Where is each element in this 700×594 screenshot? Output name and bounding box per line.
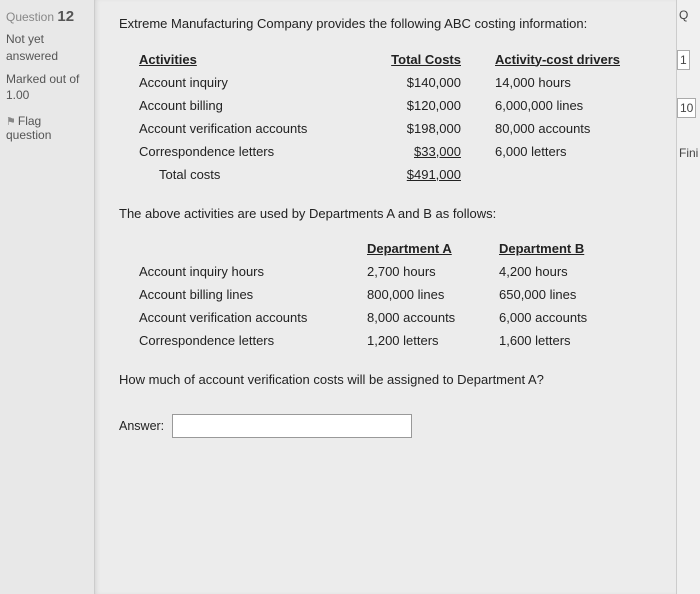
table-row: $120,000 [359, 98, 479, 113]
right-nav-sliver: Q 1 10 Fini [676, 0, 700, 594]
right-l2[interactable]: 1 [677, 50, 690, 70]
answer-label: Answer: [119, 419, 164, 433]
table-row: 4,200 hours [489, 264, 619, 279]
table-row: 6,000,000 lines [479, 98, 639, 113]
table-row: Account billing [139, 98, 359, 113]
table-row: 6,000 accounts [489, 310, 619, 325]
total-costs-value: $491,000 [359, 167, 479, 182]
dept-header-1: Department A [359, 241, 489, 256]
flag-icon: ⚑ [6, 116, 16, 128]
empty-cell [479, 167, 639, 182]
table-row: $33,000 [359, 144, 479, 159]
department-table: Department A Department B Account inquir… [119, 241, 658, 348]
flag-text-2: question [6, 128, 88, 142]
table-row: 1,200 letters [359, 333, 489, 348]
table-row: Account billing lines [139, 287, 359, 302]
question-number: Question 12 [6, 8, 88, 25]
table-row: 6,000 letters [479, 144, 639, 159]
table-row: Account inquiry hours [139, 264, 359, 279]
table-row: 2,700 hours [359, 264, 489, 279]
question-marks: Marked out of 1.00 [6, 71, 88, 105]
right-l1: Q [677, 8, 700, 22]
table-row: Account verification accounts [139, 121, 359, 136]
dept-header-0 [139, 241, 359, 256]
question-nav-panel: Question 12 Not yet answered Marked out … [0, 0, 95, 594]
status-line-2: answered [6, 48, 88, 65]
activities-table: Activities Total Costs Activity-cost dri… [119, 52, 658, 182]
flag-text: Flag [18, 114, 41, 128]
question-number-value: 12 [57, 8, 74, 25]
activities-header-1: Total Costs [359, 52, 479, 67]
right-l4[interactable]: Fini [677, 146, 700, 160]
intro-text: Extreme Manufacturing Company provides t… [119, 14, 658, 34]
total-costs-label: Total costs [139, 167, 359, 182]
activities-header-2: Activity-cost drivers [479, 52, 639, 67]
table-row: 80,000 accounts [479, 121, 639, 136]
table-row: 1,600 letters [489, 333, 619, 348]
marked-line-1: Marked out of [6, 71, 88, 88]
table-row: 800,000 lines [359, 287, 489, 302]
table-row: $140,000 [359, 75, 479, 90]
table-row: 14,000 hours [479, 75, 639, 90]
question-prompt: How much of account verification costs w… [119, 370, 658, 390]
question-label: Question [6, 10, 54, 24]
activities-header-0: Activities [139, 52, 359, 67]
flag-question-link[interactable]: ⚑Flag question [6, 114, 88, 142]
table-row: Correspondence letters [139, 333, 359, 348]
table-row: Account inquiry [139, 75, 359, 90]
status-line-1: Not yet [6, 31, 88, 48]
answer-row: Answer: [119, 414, 658, 438]
table-row: Correspondence letters [139, 144, 359, 159]
mid-text: The above activities are used by Departm… [119, 204, 658, 224]
table-row: 650,000 lines [489, 287, 619, 302]
table-row: 8,000 accounts [359, 310, 489, 325]
question-content: Extreme Manufacturing Company provides t… [95, 0, 676, 594]
table-row: $198,000 [359, 121, 479, 136]
dept-header-2: Department B [489, 241, 619, 256]
answer-input[interactable] [172, 414, 412, 438]
table-row: Account verification accounts [139, 310, 359, 325]
question-status: Not yet answered [6, 31, 88, 65]
marked-line-2: 1.00 [6, 87, 88, 104]
right-l3[interactable]: 10 [677, 98, 696, 118]
